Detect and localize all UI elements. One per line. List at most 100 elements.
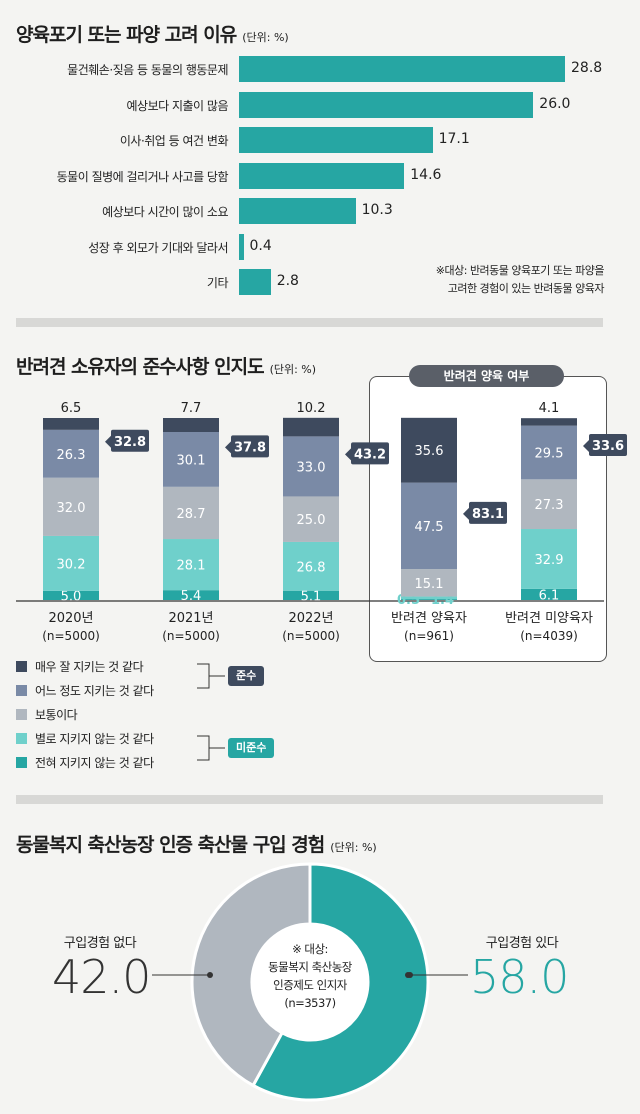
- hbar-bar: [239, 233, 244, 260]
- stacked-segment-label: 26.8: [297, 560, 326, 575]
- stacked-bar-segment: [283, 436, 339, 497]
- comply-callout-arrow: [105, 435, 111, 448]
- stacked-category-label: 반려견 양육자: [391, 611, 467, 626]
- stacked-segment-label: 26.3: [57, 448, 86, 463]
- divider-1: [16, 318, 603, 327]
- section3-unit: (단위: %): [330, 841, 377, 854]
- section1-title-text: 양육포기 또는 파양 고려 이유: [16, 24, 237, 46]
- stacked-bar-segment: [43, 535, 99, 591]
- pie-center-line1: ※ 대상:: [292, 942, 328, 956]
- stacked-top-label: 4.1: [539, 401, 560, 416]
- stacked-segment-label: 32.9: [535, 553, 564, 568]
- stacked-category-sublabel: (n=5000): [162, 629, 220, 643]
- stacked-bar-segment: [283, 417, 339, 437]
- comply-callout-arrow: [463, 507, 469, 520]
- stacked-bar-segment: [163, 418, 219, 433]
- tag-comply: 준수: [228, 666, 265, 686]
- comply-callout-label: 32.8: [114, 435, 146, 450]
- stacked-bar-segment: [163, 590, 219, 600]
- section1-note-line2: 고려한 경험이 있는 반려동물 양육자: [447, 282, 605, 295]
- group-box-label: 반려견 양육 여부: [409, 365, 564, 387]
- stacked-bar-segment: [163, 486, 219, 540]
- stacked-segment-label: 6.1: [539, 588, 560, 603]
- stacked-segment-label: 28.7: [177, 507, 206, 522]
- stacked-top-label: 6.5: [61, 401, 82, 416]
- stacked-segment-label: 47.5: [415, 520, 444, 535]
- section2-title: 반려견 소유자의 준수사항 인지도 (단위: %): [16, 352, 316, 379]
- hbar-value-label: 28.8: [571, 60, 603, 76]
- stacked-bar-segment: [401, 569, 457, 597]
- legend-item-3: 보통이다: [16, 706, 78, 723]
- stacked-bar-segment: [401, 417, 457, 483]
- stacked-bar-segment: [521, 418, 577, 426]
- stacked-segment-label: 32.0: [57, 501, 86, 516]
- pie-center-line4: (n=3537): [284, 996, 336, 1010]
- stacked-category-label: 2022년: [288, 611, 333, 626]
- legend-label-4: 별로 지키지 않는 것 같다: [35, 732, 154, 746]
- pie-slice: [190, 862, 312, 1088]
- stacked-bar-segment: [163, 539, 219, 591]
- stacked-bar-segment: [521, 479, 577, 530]
- stacked-segment-label: 33.0: [297, 460, 326, 475]
- stacked-category-label: 반려견 미양육자: [505, 611, 593, 626]
- hbar-value-label: 26.0: [539, 95, 571, 112]
- hbar-bar: [239, 198, 356, 224]
- hbar-category-label: 기타: [206, 276, 229, 290]
- hbar-bar: [239, 56, 565, 82]
- comply-callout-arrow: [345, 448, 351, 461]
- comply-callout-arrow: [583, 440, 589, 452]
- legend-item-1: 매우 잘 지키는 것 같다: [16, 658, 144, 675]
- section3-title-text: 동물복지 축산농장 인증 축산물 구입 경험: [16, 834, 325, 856]
- stacked-category-sublabel: (n=961): [404, 629, 454, 643]
- section1-note: ※대상: 반려동물 양육포기 또는 파양을 고려한 경험이 있는 반려동물 양육…: [330, 262, 605, 298]
- stacked-segment-label: 5.4: [181, 589, 202, 604]
- stacked-segment-label: 15.1: [415, 577, 444, 592]
- pie-left-value: 42.0: [52, 950, 151, 1004]
- legend-label-5: 전혀 지키지 않는 것 같다: [35, 756, 154, 770]
- comply-callout-label: 43.2: [354, 447, 386, 462]
- comply-callout-box: [351, 442, 389, 465]
- stacked-bar-segment: [401, 482, 457, 570]
- divider-2: [16, 795, 603, 804]
- stacked-bar-segment: [401, 599, 457, 600]
- stacked-top-label: 10.2: [297, 401, 326, 416]
- pie-right-value: 58.0: [470, 950, 569, 1004]
- comply-callout-box: [469, 501, 507, 524]
- stacked-bar-segment: [163, 432, 219, 487]
- section2-title-text: 반려견 소유자의 준수사항 인지도: [16, 356, 265, 378]
- legend-item-2: 어느 정도 지키는 것 같다: [16, 682, 154, 699]
- hbar-value-label: 17.1: [438, 131, 470, 147]
- hbar-category-label: 성장 후 외모가 기대와 달라서: [88, 240, 228, 255]
- pie-chart: [190, 862, 430, 1102]
- stacked-segment-label: 1.4: [431, 593, 454, 608]
- hbar-category-label: 동물이 질병에 걸리거나 사고를 당함: [56, 169, 229, 184]
- section1-title: 양육포기 또는 파양 고려 이유 (단위: %): [16, 20, 289, 47]
- legend-item-5: 전혀 지키지 않는 것 같다: [16, 754, 154, 771]
- legend-swatch-2: [16, 685, 27, 696]
- hbar-value-label: 10.3: [361, 202, 393, 218]
- stacked-bar-segment: [521, 529, 577, 589]
- stacked-segment-label: 5.1: [301, 589, 322, 604]
- stacked-category-sublabel: (n=4039): [520, 629, 578, 643]
- stacked-bar-segment: [521, 588, 577, 600]
- legend-item-4: 별로 지키지 않는 것 같다: [16, 730, 154, 747]
- comply-callout-arrow: [225, 441, 231, 454]
- section1-unit: (단위: %): [242, 31, 289, 44]
- stacked-bar-segment: [283, 590, 339, 600]
- stacked-bar-segment: [283, 541, 339, 591]
- pie-left-label: 구입경험 없다: [63, 936, 137, 951]
- hbar-category-label: 이사·취업 등 여건 변화: [119, 134, 229, 148]
- comply-callout-box: [589, 434, 627, 456]
- stacked-segment-label: 5.0: [61, 589, 82, 604]
- pie-connector-right: [405, 972, 468, 978]
- legend-label-2: 어느 정도 지키는 것 같다: [35, 684, 154, 698]
- hbar-value-label: 14.6: [410, 166, 442, 183]
- stacked-segment-label: 35.6: [415, 444, 444, 459]
- stacked-segment-label: 30.1: [177, 453, 206, 468]
- stacked-segment-label: 28.1: [177, 559, 206, 574]
- hbar-bar: [239, 162, 405, 189]
- pie-right-label: 구입경험 있다: [485, 936, 559, 951]
- stacked-segment-label: 27.3: [535, 498, 564, 513]
- pie-center-hole: [252, 924, 368, 1040]
- legend-label-1: 매우 잘 지키는 것 같다: [35, 660, 144, 674]
